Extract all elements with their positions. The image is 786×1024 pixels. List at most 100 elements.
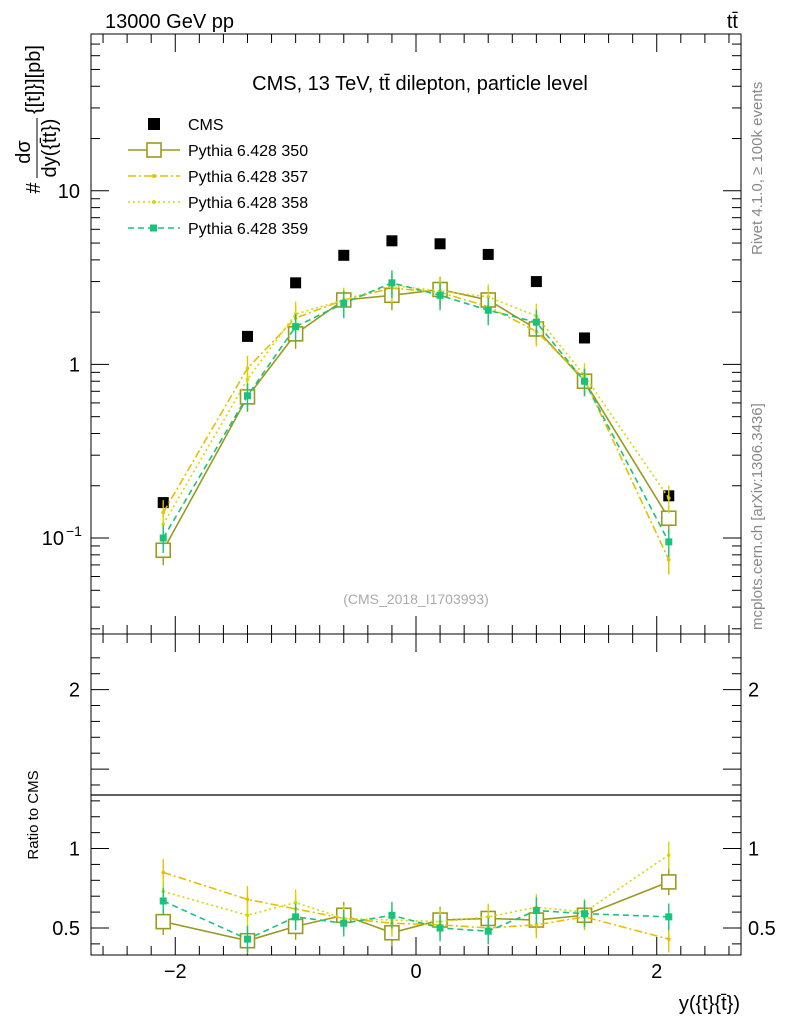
- series-marker: [159, 897, 167, 905]
- series-marker: [484, 306, 492, 314]
- ratio-series-2: [161, 841, 671, 935]
- legend-marker: [146, 142, 162, 158]
- ratio-series-line: [162, 871, 669, 940]
- legend-marker: [152, 174, 156, 178]
- cms-data-point: [482, 248, 494, 260]
- series-marker: [245, 913, 250, 918]
- ratio-series-0: [155, 868, 677, 955]
- ratio-y-tick-label-right: 1: [748, 839, 759, 861]
- series-marker: [665, 913, 673, 921]
- series-marker: [581, 910, 589, 918]
- main-series-line: [162, 284, 670, 525]
- series-marker: [534, 923, 539, 927]
- ratio-series-3: [159, 887, 673, 953]
- legend-label: CMS: [188, 117, 224, 134]
- legend-label: Pythia 6.428 350: [188, 143, 308, 160]
- series-marker: [581, 377, 589, 385]
- ratio-series-line: [163, 881, 670, 942]
- cms-data-point: [338, 249, 350, 261]
- series-marker: [161, 522, 166, 527]
- x-tick-label: −2: [164, 961, 187, 983]
- series-marker: [293, 312, 298, 316]
- series-marker: [660, 874, 677, 890]
- main-series-2: [161, 275, 671, 575]
- ratio-series-line: [163, 854, 670, 923]
- y-tick-label: 1: [69, 354, 80, 376]
- legend-label: Pythia 6.428 357: [188, 169, 308, 186]
- main-series-0: [157, 235, 675, 509]
- ratio-ylabel: Ratio to CMS: [25, 770, 42, 859]
- legend-marker: [152, 200, 156, 204]
- series-marker: [666, 557, 671, 562]
- main-series-line: [162, 287, 670, 561]
- series-marker: [486, 915, 491, 919]
- ylabel-numerator: dσ: [13, 140, 35, 164]
- cms-data-point: [434, 238, 446, 250]
- series-marker: [666, 496, 671, 500]
- series-marker: [660, 510, 677, 527]
- legend-marker: [148, 118, 160, 130]
- process-label: tt̄: [727, 11, 739, 33]
- series-marker: [243, 935, 251, 943]
- series-marker: [532, 318, 540, 326]
- rivet-label: Rivet 4.1.0, ≥ 100k events: [749, 82, 766, 255]
- series-marker: [436, 291, 444, 299]
- cms-data-point: [530, 276, 542, 288]
- series-marker: [486, 295, 491, 299]
- y-tick-exponent: −1: [66, 523, 82, 539]
- series-marker: [666, 937, 671, 941]
- series-marker: [436, 924, 444, 932]
- series-marker: [159, 534, 167, 542]
- series-marker: [532, 907, 540, 915]
- ratio-y-tick-label: 1: [69, 839, 80, 861]
- series-marker: [161, 870, 166, 875]
- series-marker: [665, 538, 673, 546]
- cms-data-point: [579, 332, 591, 344]
- main-series-4: [159, 270, 673, 557]
- series-marker: [155, 913, 172, 930]
- x-tick-label: 2: [651, 961, 662, 983]
- cms-data-point: [241, 330, 253, 342]
- series-marker: [340, 919, 348, 927]
- legend-marker: [150, 224, 157, 232]
- ratio-y-tick-label-right: 0.5: [748, 918, 776, 940]
- main-title: CMS, 13 TeV, tt̄ dilepton, particle leve…: [252, 73, 588, 95]
- mcplots-label: mcplots.cern.ch [arXiv:1306.3436]: [749, 403, 766, 630]
- series-marker: [340, 299, 348, 307]
- y-tick-label: 10: [42, 528, 64, 550]
- cms-data-point: [386, 235, 398, 247]
- series-marker: [293, 900, 298, 905]
- main-series-3: [161, 272, 671, 540]
- xlabel: y({t}{t̄}): [679, 993, 740, 1015]
- series-marker: [245, 377, 250, 382]
- main-ylabel: # dσ dy({t̄t}) {[t]}][pb]: [13, 45, 61, 194]
- main-series-1: [155, 277, 677, 566]
- legend: CMS Pythia 6.428 350 Pythia 6.428 357 Pythi…: [128, 117, 308, 238]
- watermark: (CMS_2018_I1703993): [343, 591, 489, 607]
- energy-label: 13000 GeV pp: [105, 11, 234, 33]
- series-marker: [243, 392, 251, 400]
- ylabel-denominator: dy({t̄t}): [39, 119, 61, 178]
- x-tick-label: 0: [410, 961, 421, 983]
- ylabel-suffix: {[t]}][pb]: [23, 45, 45, 114]
- series-layer: [155, 235, 677, 955]
- series-marker: [292, 323, 300, 331]
- series-marker: [484, 927, 492, 935]
- series-marker: [666, 853, 671, 857]
- main-series-line: [162, 288, 670, 551]
- legend-label: Pythia 6.428 359: [188, 221, 308, 238]
- y-tick-label: 10: [58, 181, 80, 203]
- ratio-y-tick-label: 2: [69, 680, 80, 702]
- series-marker: [245, 897, 250, 902]
- series-marker: [292, 913, 300, 921]
- ylabel-prefix: #: [23, 182, 45, 194]
- cms-data-point: [290, 277, 302, 289]
- main-series-line: [162, 281, 670, 543]
- ratio-y-tick-label: 0.5: [52, 918, 80, 940]
- series-marker: [388, 911, 396, 919]
- series-marker: [388, 279, 396, 287]
- ratio-y-tick-label-right: 2: [748, 680, 759, 702]
- legend-label: Pythia 6.428 358: [188, 195, 308, 212]
